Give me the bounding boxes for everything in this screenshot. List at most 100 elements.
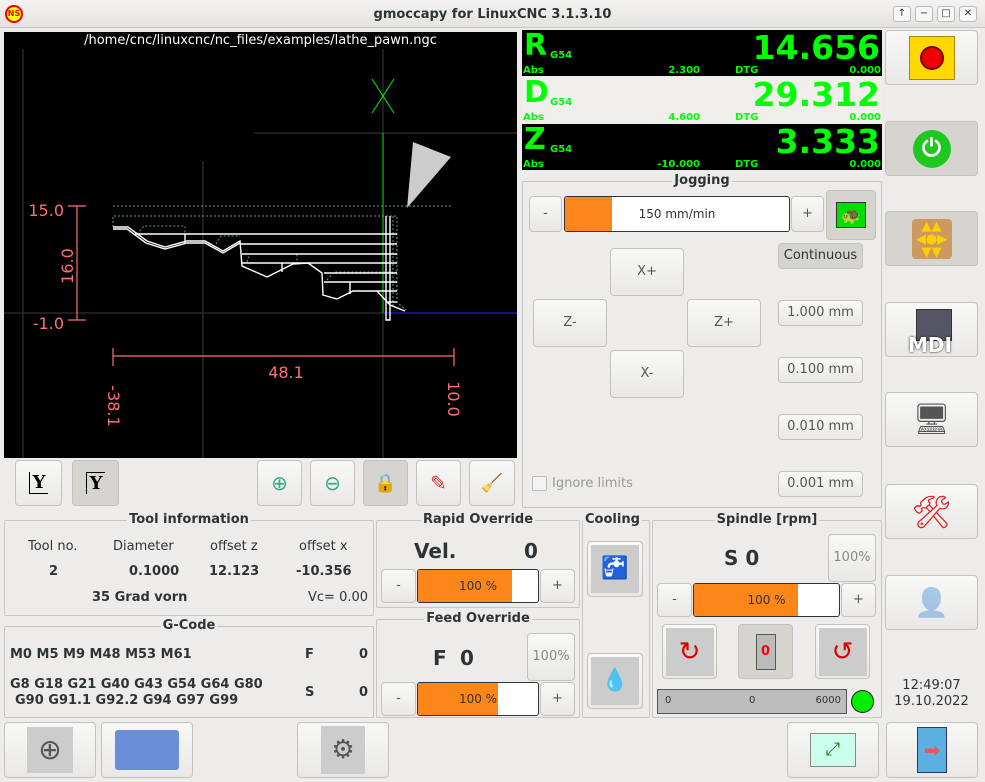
- close-button[interactable]: ✕: [959, 6, 977, 22]
- keep-above-button[interactable]: ↑: [893, 6, 911, 22]
- active-gcodes-line2: G90 G91.1 G92.2 G94 G97 G99: [15, 693, 239, 708]
- spindle-plus-button[interactable]: +: [841, 583, 876, 617]
- rapid-override-frame: Rapid Override: [376, 512, 580, 608]
- offset-z-header: offset z: [210, 539, 258, 554]
- machine-power-button[interactable]: ⏻: [885, 121, 978, 176]
- lock-icon: 🔒: [374, 472, 397, 494]
- feed-label: F: [305, 647, 314, 662]
- tool-change-button[interactable]: ⚙: [297, 722, 389, 778]
- rapid-minus-button[interactable]: -: [381, 569, 416, 603]
- spindle-minus-button[interactable]: -: [657, 583, 692, 617]
- exit-door-icon: ➡: [917, 727, 947, 773]
- increment-0-01mm[interactable]: 0.010 mm: [778, 414, 863, 440]
- mdi-mode-button[interactable]: MDI: [885, 302, 978, 357]
- gcode-preview[interactable]: /home/cnc/linuxcnc/nc_files/examples/lat…: [4, 32, 517, 458]
- jog-speed-fill: [565, 197, 613, 231]
- increment-0-1mm[interactable]: 0.100 mm: [778, 357, 863, 383]
- manual-mode-button[interactable]: ▲▲ ◀●▶ ▼▼: [885, 211, 978, 266]
- offset-z-value: 12.123: [209, 564, 260, 579]
- speed-value: 0: [359, 685, 369, 700]
- emergency-stop-button[interactable]: [885, 30, 978, 85]
- feed-value: 0: [359, 647, 369, 662]
- active-gcodes-line1: G8 G18 G21 G40 G43 G54 G64 G80: [10, 677, 263, 692]
- turtle-jog-button[interactable]: 🐢: [826, 190, 876, 240]
- touch-off-icon: ⊕: [27, 727, 73, 773]
- increment-1mm[interactable]: 1.000 mm: [778, 300, 863, 326]
- auto-mode-button[interactable]: 🖥: [885, 392, 978, 447]
- feed-reset-button[interactable]: 100%: [527, 633, 575, 681]
- minimize-button[interactable]: −: [915, 6, 933, 22]
- spindle-stop-icon: 0: [755, 633, 776, 670]
- tool-holder-icon: ⚙: [321, 726, 365, 774]
- dro-d[interactable]: D G54 29.312 Abs 4.600 DTG 0.000: [522, 75, 882, 123]
- jog-z-minus-button[interactable]: Z-: [533, 299, 607, 347]
- abs-label: Abs: [523, 112, 544, 123]
- window-title: gmoccapy for LinuxCNC 3.1.3.10: [373, 7, 612, 22]
- spindle-stop-button[interactable]: 0: [738, 624, 793, 679]
- spindle-forward-button[interactable]: ↻: [662, 624, 717, 679]
- spindle-override-fill: [694, 584, 799, 616]
- jogging-title: Jogging: [672, 173, 732, 188]
- rapid-override-title: Rapid Override: [420, 512, 536, 527]
- rapid-override-slider[interactable]: 100 %: [417, 569, 539, 603]
- tool-no-header: Tool no.: [28, 539, 78, 554]
- tools-icon: 🛠: [911, 492, 952, 531]
- dtg-label: DTG: [735, 65, 759, 76]
- user-tabs-button[interactable]: 👤: [885, 575, 978, 630]
- clock-time: 12:49:07: [902, 678, 961, 693]
- mist-coolant-button[interactable]: 💧: [587, 653, 643, 709]
- feed-plus-button[interactable]: +: [540, 682, 575, 716]
- broom-icon: 🧹: [480, 472, 504, 494]
- feed-minus-button[interactable]: -: [381, 682, 416, 716]
- jog-speed-plus-button[interactable]: +: [791, 196, 824, 232]
- feed-override-slider[interactable]: 100 %: [417, 682, 539, 716]
- dtg-value: 0.000: [849, 112, 881, 123]
- mdi-icon: [916, 309, 952, 341]
- rapid-plus-button[interactable]: +: [540, 569, 575, 603]
- show-path-button[interactable]: ✎: [416, 460, 461, 506]
- tool-measure-button[interactable]: [101, 722, 193, 778]
- fullscreen-button[interactable]: ⤢: [787, 722, 879, 778]
- abs-label: Abs: [523, 65, 544, 76]
- spindle-reverse-button[interactable]: ↺: [815, 624, 870, 679]
- dro-z[interactable]: Z G54 3.333 Abs -10.000 DTG 0.000: [522, 122, 882, 170]
- flood-coolant-button[interactable]: 🚰: [587, 541, 643, 597]
- touch-off-button[interactable]: ⊕: [4, 722, 96, 778]
- view-y-rotated-button[interactable]: Y: [72, 460, 119, 506]
- increment-continuous[interactable]: Continuous: [778, 243, 863, 269]
- coord-system: G54: [550, 50, 573, 61]
- axis-letter: R: [524, 28, 548, 63]
- jog-speed-minus-button[interactable]: -: [529, 196, 562, 232]
- settings-button[interactable]: 🛠: [885, 484, 978, 539]
- view-y-icon: Y: [28, 472, 49, 494]
- spindle-override-slider[interactable]: 100 %: [693, 583, 840, 617]
- clear-plot-button[interactable]: 🧹: [469, 460, 515, 506]
- spindle-speed-display: S 0: [724, 546, 760, 570]
- jog-z-plus-button[interactable]: Z+: [687, 299, 761, 347]
- zoom-in-button[interactable]: ⊕: [257, 460, 302, 506]
- dro-r[interactable]: R G54 14.656 Abs 2.300 DTG 0.000: [522, 28, 882, 76]
- offset-x-value: -10.356: [296, 564, 352, 579]
- spindle-reset-button[interactable]: 100%: [828, 534, 876, 582]
- feed-override-fill: [418, 683, 499, 715]
- jog-speed-slider[interactable]: 150 mm/min: [564, 196, 790, 232]
- fullscreen-icon: ⤢: [810, 733, 856, 767]
- user-icon: 👤: [914, 586, 949, 619]
- view-y-button[interactable]: Y: [15, 460, 62, 506]
- increment-0-001mm[interactable]: 0.001 mm: [778, 471, 863, 497]
- dtg-value: 0.000: [849, 65, 881, 76]
- spindle-override-value: 100 %: [747, 593, 786, 607]
- title-bar: NS gmoccapy for LinuxCNC 3.1.3.10 ↑ − □ …: [0, 0, 985, 28]
- jog-x-minus-button[interactable]: X-: [610, 350, 684, 398]
- maximize-button[interactable]: □: [937, 6, 955, 22]
- zoom-out-button[interactable]: ⊖: [310, 460, 355, 506]
- axis-letter: Z: [524, 122, 546, 157]
- file-path: /home/cnc/linuxcnc/nc_files/examples/lat…: [84, 33, 437, 48]
- dtg-label: DTG: [735, 112, 759, 123]
- lock-view-button[interactable]: 🔒: [363, 460, 408, 506]
- jog-x-plus-button[interactable]: X+: [610, 248, 684, 296]
- ignore-limits-checkbox[interactable]: [532, 476, 547, 491]
- gauge-max: 6000: [815, 695, 841, 706]
- tool-info-title: Tool information: [127, 512, 251, 527]
- exit-button[interactable]: ➡: [886, 722, 978, 778]
